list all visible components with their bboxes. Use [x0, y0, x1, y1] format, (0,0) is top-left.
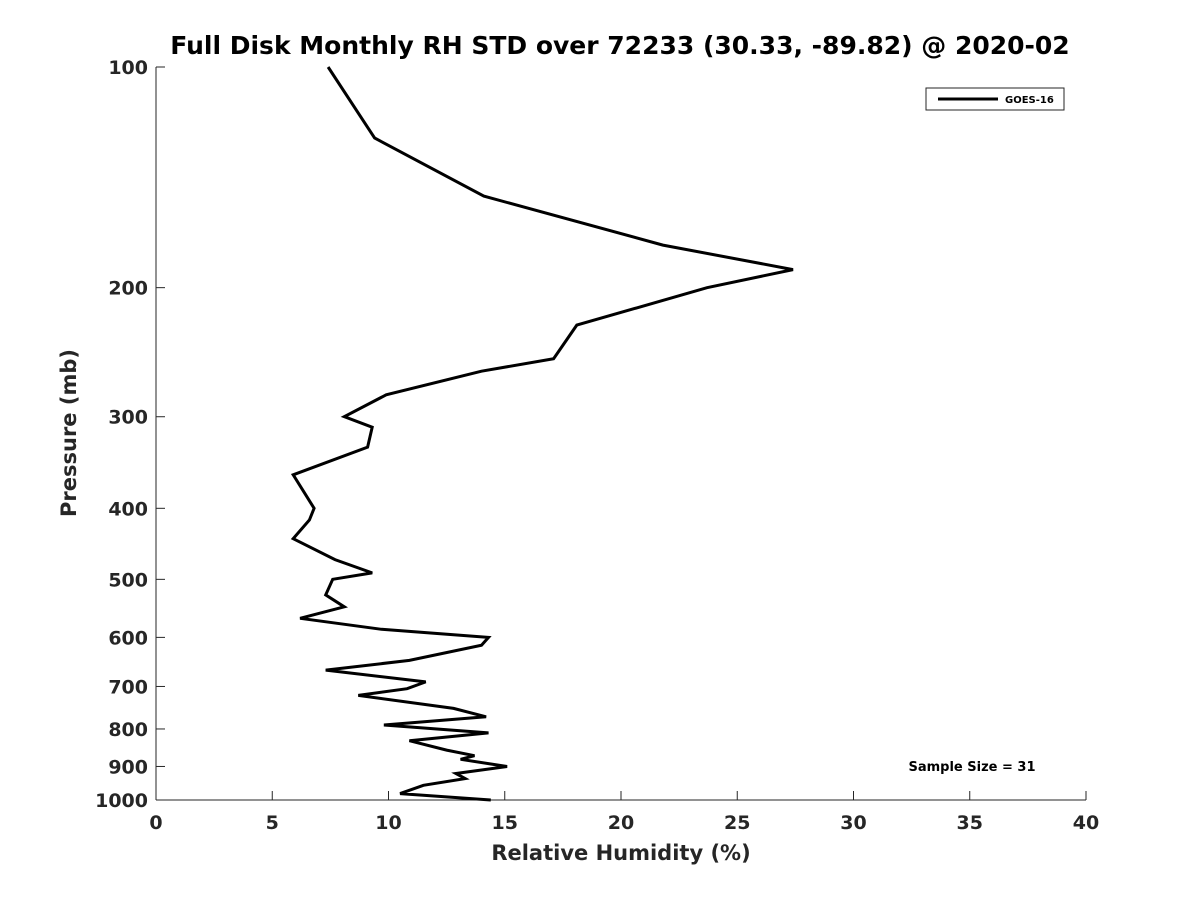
y-axis-label: Pressure (mb) [57, 349, 81, 517]
legend: GOES-16 [925, 87, 1065, 111]
chart-title: Full Disk Monthly RH STD over 72233 (30.… [170, 31, 1069, 60]
y-tick-label: 100 [108, 57, 148, 79]
y-tick-label: 600 [108, 627, 148, 649]
series-layer [290, 66, 794, 802]
x-tick-label: 30 [840, 812, 866, 834]
x-tick-label: 5 [266, 812, 279, 834]
plot-area [156, 67, 1086, 800]
y-tick-label: 200 [108, 278, 148, 300]
y-tick-label: 400 [108, 498, 148, 520]
legend-label: GOES-16 [1005, 95, 1054, 106]
x-tick-label: 10 [375, 812, 401, 834]
x-tick-label: 35 [957, 812, 983, 834]
series-line-goes-16 [290, 66, 794, 802]
y-tick-label: 900 [108, 756, 148, 778]
y-tick-label: 700 [108, 676, 148, 698]
x-tick-label: 25 [724, 812, 750, 834]
x-axis-ticks: 0 5 10 15 20 25 30 35 40 [149, 791, 1099, 834]
x-tick-label: 40 [1073, 812, 1099, 834]
x-axis-label: Relative Humidity (%) [491, 841, 750, 865]
x-tick-label: 20 [608, 812, 634, 834]
x-tick-label: 15 [492, 812, 518, 834]
y-axis-ticks: 100 200 300 400 500 600 700 800 900 1000 [95, 57, 165, 812]
y-tick-label: 800 [108, 719, 148, 741]
sample-size-annotation: Sample Size = 31 [908, 760, 1035, 775]
y-tick-label: 500 [108, 569, 148, 591]
y-tick-label: 300 [108, 407, 148, 429]
y-tick-label: 1000 [95, 790, 148, 812]
x-tick-label: 0 [149, 812, 162, 834]
